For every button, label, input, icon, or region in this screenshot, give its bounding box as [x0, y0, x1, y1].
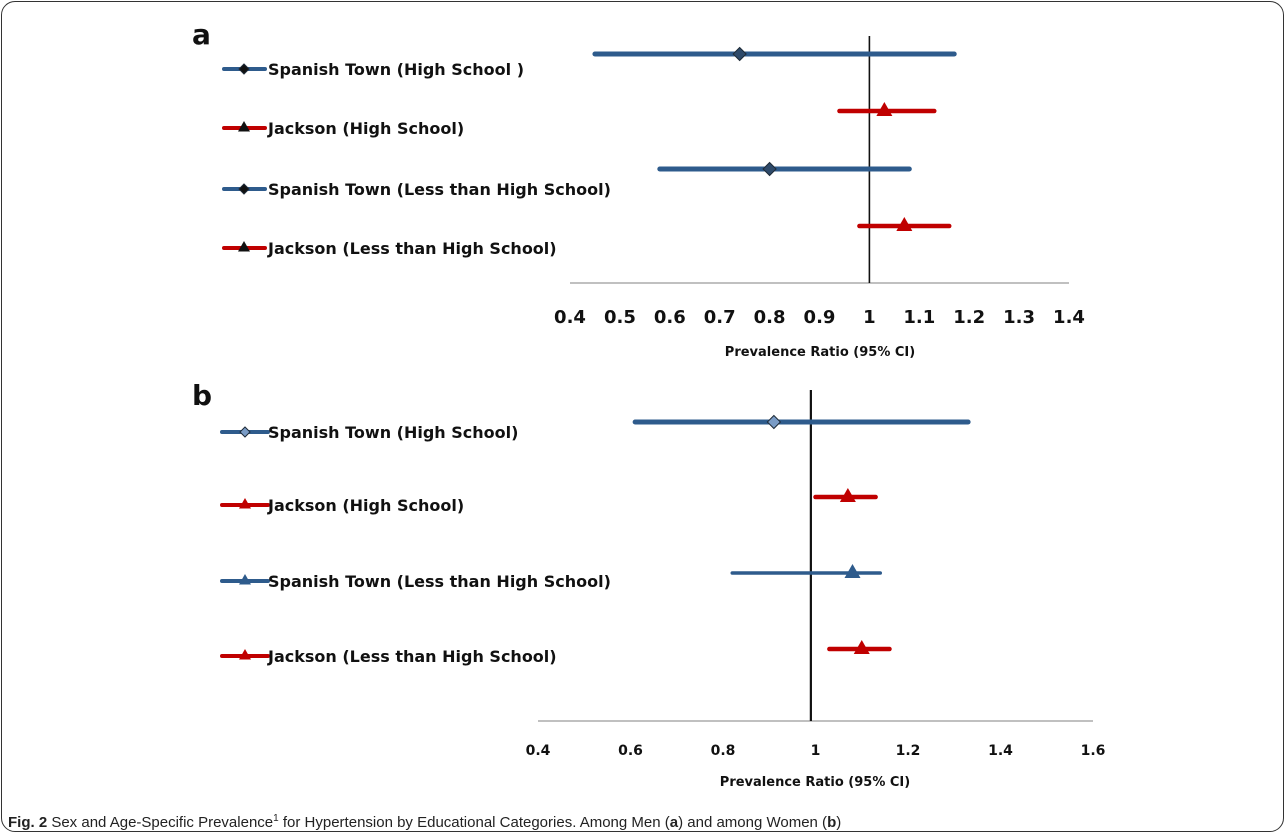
forest-plot-figure: a 0.4 0.5 0.6 0.7 0.8 0.9 1 1.1 1.2 1.3 1.4 Prevalen… [192, 18, 1105, 790]
x-tick-label: 1.2 [896, 743, 921, 759]
x-tick-label: 1 [811, 743, 821, 759]
panel-a: a 0.4 0.5 0.6 0.7 0.8 0.9 1 1.1 1.2 1.3 1.4 Prevalen… [192, 18, 1085, 360]
x-tick-label: 0.8 [754, 307, 786, 328]
point-estimate [766, 414, 782, 430]
legend-marker [239, 649, 251, 660]
figure-caption: Fig. 2 Sex and Age-Specific Prevalence1 … [8, 813, 841, 831]
x-tick-label: 1.2 [953, 307, 985, 328]
legend-marker [239, 426, 251, 438]
x-tick-label: 0.4 [526, 743, 551, 759]
point-estimate [853, 640, 870, 654]
x-tick-label: 1.4 [988, 743, 1013, 759]
x-tick-label: 0.5 [604, 307, 636, 328]
x-tick-label: 1.6 [1081, 743, 1106, 759]
point-estimate [732, 46, 747, 62]
point-estimate [839, 488, 856, 502]
legend-label: Jackson (Less than High School) [267, 239, 557, 258]
legend-label: Jackson (High School) [267, 496, 464, 515]
x-tick-label: 0.9 [804, 307, 836, 328]
legend-marker [238, 241, 250, 252]
x-tick-label: 1.4 [1053, 307, 1085, 328]
x-tick-label: 1.3 [1003, 307, 1035, 328]
x-tick-label: 1.1 [903, 307, 935, 328]
legend-label: Spanish Town (High School) [268, 423, 518, 442]
point-estimate [762, 161, 777, 177]
x-tick-label: 0.7 [704, 307, 736, 328]
panel-letter-b: b [192, 379, 212, 412]
legend-label: Spanish Town (Less than High School) [268, 180, 611, 199]
x-axis-title: Prevalence Ratio (95% CI) [725, 345, 915, 360]
caption-a: a [669, 814, 679, 831]
caption-text-2: for Hypertension by Educational Categori… [278, 814, 670, 831]
x-tick-label: 0.8 [711, 743, 736, 759]
x-tick-label: 0.6 [618, 743, 643, 759]
caption-text-3: ) and among Women ( [678, 814, 828, 831]
legend-marker [238, 63, 250, 75]
legend-marker [239, 574, 251, 585]
point-estimate [896, 217, 913, 231]
point-estimate [876, 102, 893, 116]
caption-text-4: ) [836, 814, 842, 831]
caption-superscript: 1 [273, 813, 279, 824]
point-estimate [844, 564, 861, 578]
legend-label: Jackson (High School) [267, 119, 464, 138]
legend-marker [238, 183, 250, 195]
x-tick-label: 1 [863, 307, 876, 328]
caption-text-1: Sex and Age-Specific Prevalence [47, 814, 274, 831]
legend-marker [239, 498, 251, 509]
legend-marker [238, 121, 250, 132]
x-tick-label: 0.4 [554, 307, 586, 328]
x-tick-label: 0.6 [654, 307, 686, 328]
panel-letter-a: a [192, 18, 211, 51]
caption-label: Fig. 2 [8, 814, 48, 831]
caption-b: b [827, 814, 837, 831]
legend-label: Jackson (Less than High School) [267, 647, 557, 666]
x-axis-title: Prevalence Ratio (95% CI) [720, 775, 910, 790]
panel-b: b 0.4 0.6 0.8 1 1.2 1.4 1.6 Prevalence Ratio (95… [192, 379, 1105, 790]
legend-label: Spanish Town (High School ) [268, 60, 524, 79]
legend-label: Spanish Town (Less than High School) [268, 572, 611, 591]
